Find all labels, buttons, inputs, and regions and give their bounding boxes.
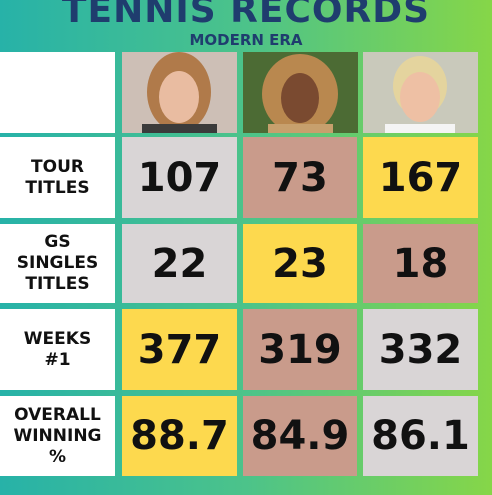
- row-label: GS SINGLES TITLES: [0, 224, 115, 303]
- value-cell: 319: [243, 309, 357, 390]
- value-cell: 167: [363, 137, 478, 218]
- value-cell: 86.1: [363, 396, 478, 476]
- row-label: OVERALL WINNING %: [0, 396, 115, 476]
- value-cell: 23: [243, 224, 357, 303]
- value-cell: 84.9: [243, 396, 357, 476]
- value-cell: 18: [363, 224, 478, 303]
- value-cell: 88.7: [122, 396, 237, 476]
- value-cell: 332: [363, 309, 478, 390]
- value-cell: 73: [243, 137, 357, 218]
- row-label-text: OVERALL WINNING %: [13, 404, 102, 467]
- title: TENNIS RECORDS: [61, 0, 431, 31]
- value-cell: 22: [122, 224, 237, 303]
- row-label-text: WEEKS #1: [23, 328, 92, 370]
- row-label-text: GS SINGLES TITLES: [16, 232, 99, 294]
- value-cell: 107: [122, 137, 237, 218]
- value-cell: 377: [122, 309, 237, 390]
- row-label: TOUR TITLES: [0, 137, 115, 218]
- player-photo: [363, 52, 478, 133]
- row-label-text: TOUR TITLES: [25, 156, 90, 198]
- player-photo: [122, 52, 237, 133]
- subtitle: MODERN ERA: [189, 31, 303, 49]
- blank-cell: [0, 52, 115, 133]
- player-photo: [243, 52, 358, 133]
- row-label: WEEKS #1: [0, 309, 115, 390]
